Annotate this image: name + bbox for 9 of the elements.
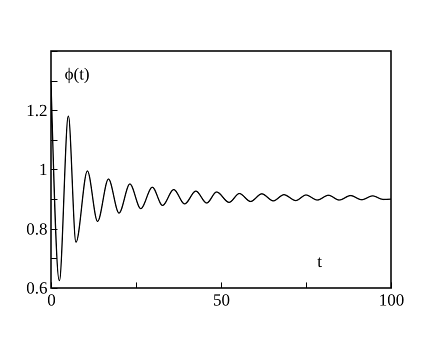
y-tick-label: 1 [39,160,48,179]
y-tick-label: 1.2 [26,100,48,120]
x-tick-label: 50 [213,290,230,310]
x-axis-title: t [317,252,322,271]
y-axis-title: ϕ(t) [64,64,90,84]
y-tick-label: 0.6 [26,278,48,298]
x-tick-label: 100 [378,290,404,310]
y-tick-label: 0.8 [26,219,48,238]
x-tick-label: 0 [47,290,56,310]
